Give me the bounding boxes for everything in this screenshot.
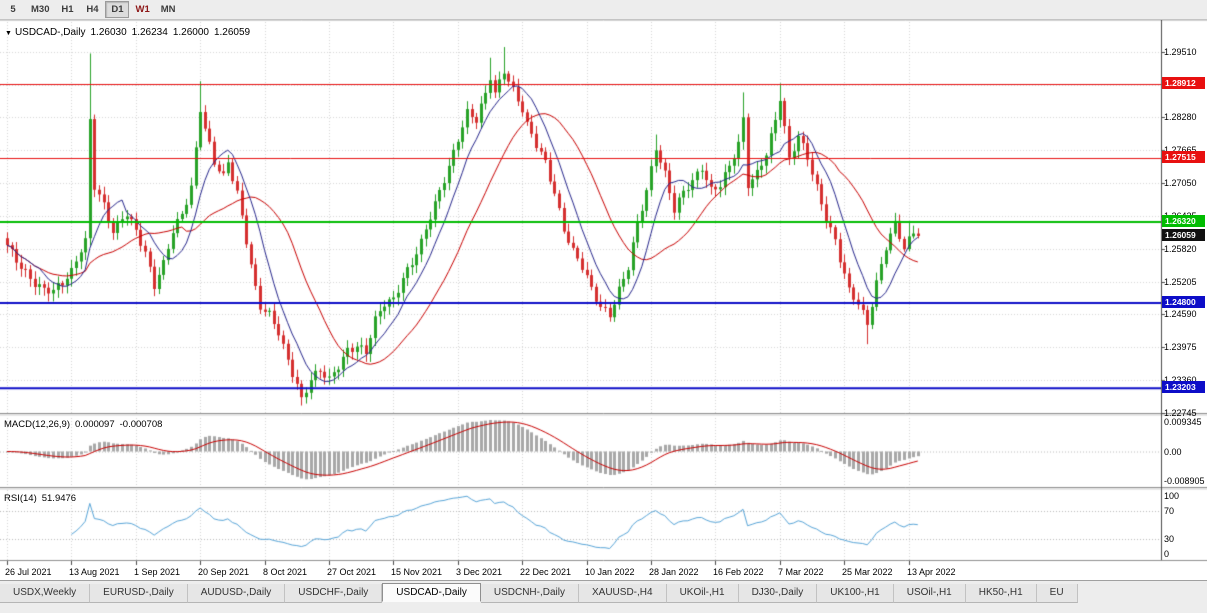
period-button-h4[interactable]: H4 (86, 4, 99, 15)
tab-usdcnh-daily[interactable]: USDCNH-,Daily (480, 584, 579, 603)
chart-tabs-bar: USDX,Weekly EURUSD-,Daily AUDUSD-,Daily USD… (0, 580, 1207, 613)
chart-area: ▼ USDCAD-,Daily 1.26030 1.26234 1.26000 1.260… (0, 20, 1207, 580)
tab-usdcad-daily[interactable]: USDCAD-,Daily (382, 583, 481, 602)
tab-eu[interactable]: EU (1036, 584, 1078, 603)
timeframe-toolbar: 5 M30 H1 H4 D1 W1 MN (0, 0, 1207, 20)
tab-eurusd-daily[interactable]: EURUSD-,Daily (90, 584, 188, 603)
tab-hk50-h1[interactable]: HK50-,H1 (965, 584, 1037, 603)
tab-xauusd-h4[interactable]: XAUUSD-,H4 (578, 584, 667, 603)
tab-uk100-h1[interactable]: UK100-,H1 (817, 584, 894, 603)
tab-usoil-h1[interactable]: USOil-,H1 (893, 584, 966, 603)
tab-dj30-daily[interactable]: DJ30-,Daily (738, 584, 818, 603)
period-button-5[interactable]: 5 (10, 4, 16, 15)
price-chart-canvas[interactable] (0, 20, 1207, 580)
period-button-d1[interactable]: D1 (105, 1, 130, 18)
period-button-w1[interactable]: W1 (135, 4, 150, 15)
tab-usdchf-daily[interactable]: USDCHF-,Daily (285, 584, 383, 603)
tab-usdx-weekly[interactable]: USDX,Weekly (0, 584, 91, 603)
period-button-mn[interactable]: MN (160, 4, 176, 15)
period-button-h1[interactable]: H1 (61, 4, 74, 15)
period-button-m30[interactable]: M30 (31, 4, 50, 15)
tab-audusd-daily[interactable]: AUDUSD-,Daily (187, 584, 286, 603)
tab-ukoil-h1[interactable]: UKOil-,H1 (666, 584, 739, 603)
